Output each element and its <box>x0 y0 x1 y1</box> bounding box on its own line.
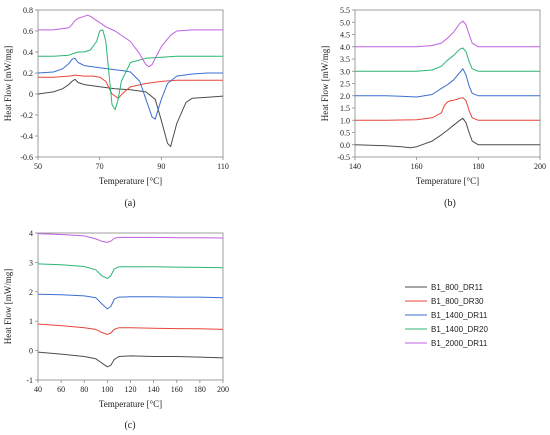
series-line-b1-1400-dr20 <box>355 47 540 72</box>
y-tick-label: 4.5 <box>340 31 350 40</box>
series-line-b1-1400-dr20 <box>37 263 224 280</box>
y-tick-label: 3.5 <box>340 55 350 64</box>
y-tick-label: -0.6 <box>20 153 33 162</box>
panel-label: (b) <box>444 198 456 209</box>
y-tick-label: 0.6 <box>23 27 33 36</box>
x-tick-label: 180 <box>472 162 484 171</box>
y-tick-label: 4.0 <box>340 43 350 52</box>
x-tick-label: 60 <box>57 385 65 394</box>
panel-label: (a) <box>124 198 135 209</box>
x-tick-label: 90 <box>157 162 165 171</box>
y-tick-label: 0 <box>29 90 33 99</box>
y-tick-label: 0.5 <box>340 129 350 138</box>
plot-frame <box>354 9 541 158</box>
legend-entry-label: B1_800_DR30 <box>431 297 484 306</box>
y-tick-label: 5.5 <box>340 6 350 15</box>
y-tick-label: 3 <box>29 258 33 267</box>
x-tick-label: 180 <box>194 385 206 394</box>
y-axis-label: Heat Flow [mW/mg] <box>320 46 330 122</box>
y-tick-label: -0.4 <box>20 132 33 141</box>
x-tick-label: 80 <box>80 385 88 394</box>
y-tick-label: 3.0 <box>340 67 350 76</box>
chart-panel-b: 140 160 180 200 -0.5 0.0 0.5 1.0 1.5 2.0 2.5 3.0 3.5… <box>320 6 546 209</box>
y-tick-label: 2.0 <box>340 92 350 101</box>
series-line-b1-800-dr11 <box>37 351 224 368</box>
series-line-b1-800-dr30 <box>355 97 540 121</box>
y-axis-label: Heat Flow [mW/mg] <box>3 269 13 345</box>
y-tick-label: 1.0 <box>340 116 350 125</box>
x-tick-label: 110 <box>217 162 229 171</box>
y-tick-label: 2 <box>29 288 33 297</box>
series-line-b1-800-dr11 <box>37 78 224 147</box>
x-tick-label: 160 <box>171 385 183 394</box>
x-tick-label: 200 <box>534 162 546 171</box>
legend-entry-label: B1_2000_DR11 <box>431 339 488 348</box>
series-line-b1-800-dr30 <box>38 74 223 99</box>
series-line-b1-800-dr11 <box>354 117 540 149</box>
y-tick-label: -0.2 <box>20 111 33 120</box>
y-tick-label: -0.5 <box>337 153 350 162</box>
series-line-b1-800-dr30 <box>37 323 224 335</box>
chart-panel-a: 50 70 90 110 -0.6 -0.4 -0.2 0 0.2 0.4 0.6 0.8 Temper… <box>3 6 229 209</box>
y-tick-label: 0.2 <box>23 69 33 78</box>
series-line-b1-1400-dr11 <box>37 293 224 310</box>
legend-entry-label: B1_800_DR11 <box>431 283 483 292</box>
x-tick-label: 100 <box>101 385 113 394</box>
y-tick-label: 4 <box>29 229 33 238</box>
y-tick-label: -1 <box>26 376 33 385</box>
x-tick-label: 70 <box>96 162 104 171</box>
x-tick-label: 40 <box>34 385 42 394</box>
y-tick-label: 5.0 <box>340 18 350 27</box>
x-tick-label: 140 <box>349 162 361 171</box>
x-axis-label: Temperature [°C] <box>416 176 479 186</box>
chart-panel-c: 40 60 80 100 120 140 160 180 200 -1 0 1 2 3 4 Temperatu… <box>3 229 229 431</box>
x-tick-label: 160 <box>411 162 423 171</box>
legend-entry-label: B1_1400_DR20 <box>431 325 488 334</box>
y-tick-label: 0.8 <box>23 6 33 15</box>
y-tick-label: 0.0 <box>340 141 350 150</box>
plot-frame <box>37 232 224 381</box>
y-tick-label: 0 <box>29 347 33 356</box>
x-axis-label: Temperature [°C] <box>99 176 162 186</box>
series-line-b1-2000-dr11 <box>355 20 540 48</box>
panel-label: (c) <box>124 420 135 431</box>
legend-entry-label: B1_1400_DR11 <box>431 311 488 320</box>
series-line-b1-1400-dr11 <box>37 57 223 120</box>
y-tick-label: 1.5 <box>340 104 350 113</box>
x-tick-label: 120 <box>125 385 137 394</box>
legend: B1_800_DR11 B1_800_DR30 B1_1400_DR11 B1_140… <box>405 283 488 348</box>
x-tick-label: 140 <box>148 385 160 394</box>
series-line-b1-1400-dr20 <box>38 29 223 111</box>
x-axis-label: Temperature [°C] <box>99 399 162 409</box>
plot-frame <box>37 9 224 158</box>
y-tick-label: 1 <box>29 317 33 326</box>
y-tick-label: 0.4 <box>23 48 33 57</box>
x-tick-label: 200 <box>217 385 229 394</box>
series-line-b1-2000-dr11 <box>37 233 224 243</box>
x-tick-label: 50 <box>34 162 42 171</box>
series-line-b1-2000-dr11 <box>38 14 223 68</box>
y-tick-label: 2.5 <box>340 80 350 89</box>
series-line-b1-1400-dr11 <box>355 68 540 98</box>
y-axis-label: Heat Flow [mW/mg] <box>3 46 13 122</box>
